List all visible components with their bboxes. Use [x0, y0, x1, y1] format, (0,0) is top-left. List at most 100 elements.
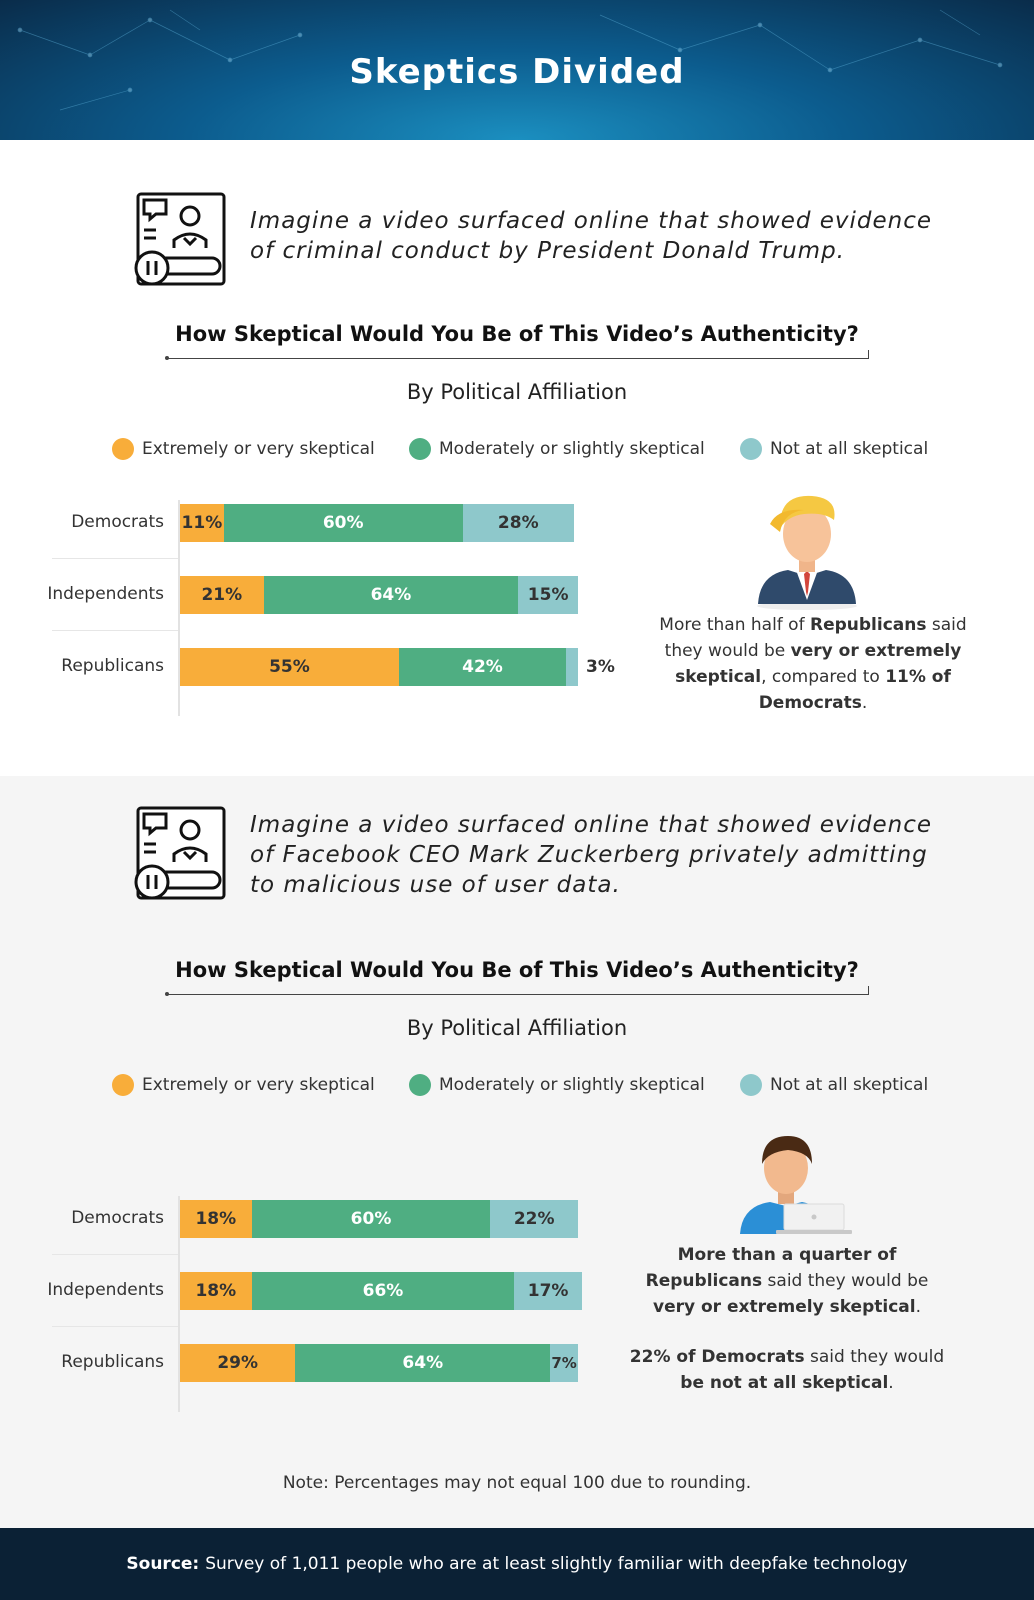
callout-text: said they would — [804, 1347, 945, 1367]
callout-emphasis: very or extremely skeptical — [675, 641, 962, 687]
segment-moderate: 64% — [295, 1344, 551, 1382]
callout-text: , compared to — [761, 667, 886, 687]
segment-extreme: 11% — [180, 504, 224, 542]
section-trump: Imagine a video surfaced online that sho… — [0, 140, 1034, 776]
category-label: Independents — [47, 584, 164, 604]
data-label: 29% — [217, 1353, 259, 1373]
callout-text-zuckerberg-democrats: 22% of Democrats said they would be not … — [622, 1344, 952, 1396]
callout-text: said they would be — [664, 615, 967, 661]
trump-avatar-icon — [757, 495, 857, 610]
legend-item-moderate: Moderately or slightly skeptical — [409, 438, 705, 460]
callout-text: More than half of — [659, 615, 810, 635]
legend-swatch — [740, 438, 762, 460]
callout-text-trump: More than half of Republicans said they … — [658, 612, 968, 716]
stacked-bar-chart-trump: Democrats 11% 60% 28% Independents 21% 64% 15% R… — [0, 500, 640, 720]
chart-axis-line — [178, 1196, 180, 1412]
stacked-bar: 55% 42% 3% — [180, 648, 615, 686]
segment-not: 17% — [514, 1272, 582, 1310]
data-label: 11% — [181, 513, 223, 533]
stacked-bar: 21% 64% 15% — [180, 576, 578, 614]
source-text: Survey of 1,011 people who are at least … — [205, 1554, 908, 1574]
legend-label: Moderately or slightly skeptical — [439, 439, 705, 459]
callout-emphasis: be not at all skeptical — [680, 1373, 889, 1393]
chart-subtitle: By Political Affiliation — [406, 380, 628, 404]
question-heading: How Skeptical Would You Be of This Video… — [175, 322, 859, 346]
scenario-line: of criminal conduct by President Donald … — [250, 238, 845, 264]
legend-label: Moderately or slightly skeptical — [439, 1075, 705, 1095]
data-label: 64% — [402, 1353, 444, 1373]
segment-not: 7% — [550, 1344, 578, 1382]
scenario-line: Imagine a video surfaced online that sho… — [250, 812, 933, 838]
data-label: 55% — [269, 657, 310, 677]
segment-extreme: 18% — [180, 1200, 252, 1238]
source-footer: Source: Survey of 1,011 people who are a… — [0, 1528, 1034, 1600]
heading-underline — [165, 350, 869, 360]
legend-swatch — [112, 438, 134, 460]
scenario-line: Imagine a video surfaced online that sho… — [250, 208, 933, 234]
callout-emphasis: 22% of Democrats — [629, 1347, 805, 1367]
data-label: 60% — [350, 1209, 392, 1229]
category-label: Democrats — [71, 1208, 164, 1228]
segment-extreme: 18% — [180, 1272, 252, 1310]
legend-item-not: Not at all skeptical — [740, 1074, 928, 1096]
network-pattern — [17, 9, 1003, 111]
legend-label: Extremely or very skeptical — [142, 1075, 375, 1095]
callout-text-zuckerberg-republicans: More than a quarter of Republicans said … — [622, 1242, 952, 1320]
legend-swatch — [112, 1074, 134, 1096]
segment-not: 28% — [462, 504, 574, 542]
segment-extreme: 29% — [180, 1344, 296, 1382]
callout-emphasis: 11% of Democrats — [758, 667, 951, 713]
data-label: 7% — [551, 1354, 577, 1372]
segment-moderate: 60% — [251, 1200, 491, 1238]
segment-moderate: 66% — [251, 1272, 515, 1310]
legend-swatch — [409, 438, 431, 460]
data-label: 22% — [513, 1209, 555, 1229]
segment-extreme: 55% — [180, 648, 399, 686]
stacked-bar-chart-zuckerberg: Democrats 18% 60% 22% Independents 18% 66% 17% R… — [0, 1196, 640, 1416]
row-separator — [52, 558, 178, 559]
segment-moderate: 64% — [263, 576, 519, 614]
data-label: 42% — [462, 657, 503, 677]
data-label: 60% — [322, 513, 364, 533]
segment-moderate: 60% — [223, 504, 463, 542]
section-zuckerberg: Imagine a video surfaced online that sho… — [0, 776, 1034, 1528]
header-banner: Skeptics Divided — [0, 0, 1034, 140]
zuckerberg-avatar-icon — [740, 1136, 852, 1234]
legend: Extremely or very skeptical Moderately o… — [0, 438, 1034, 464]
source-label: Source: — [126, 1554, 200, 1574]
callout-text: said they would be — [762, 1271, 929, 1291]
segment-moderate: 42% — [398, 648, 567, 686]
callout-emphasis: Republicans — [809, 615, 927, 635]
segment-not: 22% — [490, 1200, 578, 1238]
scenario-line: of Facebook CEO Mark Zuckerberg privatel… — [250, 842, 928, 868]
callout-emphasis: More than a quarter of Republicans — [645, 1245, 897, 1291]
legend-label: Extremely or very skeptical — [142, 439, 375, 459]
data-label: 17% — [527, 1281, 569, 1301]
category-label: Democrats — [71, 512, 164, 532]
page-title: Skeptics Divided — [349, 52, 685, 92]
legend-swatch — [409, 1074, 431, 1096]
legend-item-not: Not at all skeptical — [740, 438, 928, 460]
data-label: 64% — [370, 585, 412, 605]
legend-label: Not at all skeptical — [770, 1075, 929, 1095]
scenario-text-trump: Imagine a video surfaced online that sho… — [250, 206, 950, 266]
stacked-bar: 18% 60% 22% — [180, 1200, 578, 1238]
data-label: 15% — [527, 585, 569, 605]
stacked-bar: 18% 66% 17% — [180, 1272, 582, 1310]
heading-underline — [165, 986, 869, 996]
category-label: Independents — [47, 1280, 164, 1300]
scenario-line: to malicious use of user data. — [250, 872, 621, 898]
segment-not: 15% — [518, 576, 578, 614]
stacked-bar: 11% 60% 28% — [180, 504, 574, 542]
segment-not: 3% — [566, 648, 615, 686]
scenario-text-zuckerberg: Imagine a video surfaced online that sho… — [250, 810, 950, 900]
data-label: 66% — [362, 1281, 404, 1301]
data-label: 18% — [195, 1281, 237, 1301]
legend-swatch — [740, 1074, 762, 1096]
row-separator — [52, 1254, 178, 1255]
legend-label: Not at all skeptical — [770, 439, 929, 459]
chart-subtitle: By Political Affiliation — [406, 1016, 628, 1040]
chart-axis-line — [178, 500, 180, 716]
callout-text: . — [915, 1297, 921, 1317]
category-label: Republicans — [61, 1352, 164, 1372]
